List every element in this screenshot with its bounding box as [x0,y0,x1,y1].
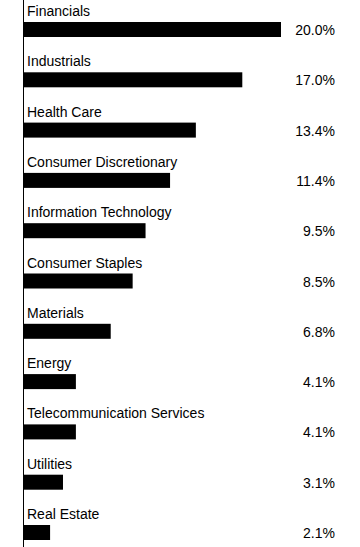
category-label: Information Technology [27,204,172,220]
category-label: Consumer Discretionary [27,154,177,170]
category-label: Health Care [27,104,102,120]
bar [23,424,76,439]
bar [23,374,76,389]
bar [23,324,111,339]
category-label: Energy [27,355,71,371]
data-label: 2.1% [303,525,335,541]
bar [23,223,146,238]
data-label: 17.0% [295,72,335,88]
bar [23,123,196,138]
bar [23,22,281,37]
bar [23,72,242,87]
data-label: 4.1% [303,374,335,390]
bar [23,475,63,490]
data-label: 6.8% [303,324,335,340]
chart: Financials Industrials Health Care Consumer… [0,0,360,547]
category-label: Financials [27,3,90,19]
bar [23,173,170,188]
category-labels: Financials Industrials Health Care Consumer… [27,3,204,522]
data-label: 4.1% [303,424,335,440]
category-label: Materials [27,305,84,321]
category-label: Real Estate [27,506,100,522]
data-label: 3.1% [303,475,335,491]
category-label: Consumer Staples [27,255,142,271]
bar [23,274,133,289]
data-label: 9.5% [303,223,335,239]
category-label: Industrials [27,53,91,69]
category-label: Telecommunication Services [27,405,204,421]
data-label: 8.5% [303,274,335,290]
data-label: 11.4% [296,173,335,189]
category-label: Utilities [27,456,72,472]
bars [23,22,281,540]
bar [23,525,50,540]
axis-line [23,0,24,547]
data-labels: 20.0% 17.0% 13.4% 11.4% 9.5% 8.5% 6.8% 4.1% 4.1%… [295,22,335,541]
data-label: 13.4% [295,123,335,139]
data-label: 20.0% [295,22,335,38]
